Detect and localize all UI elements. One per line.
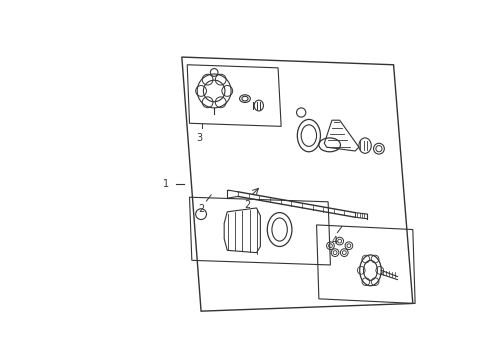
Text: 2: 2	[244, 199, 250, 210]
Text: 1: 1	[163, 179, 169, 189]
Text: 4: 4	[331, 236, 337, 246]
Text: 3: 3	[196, 133, 202, 143]
Text: 2: 2	[199, 204, 205, 214]
